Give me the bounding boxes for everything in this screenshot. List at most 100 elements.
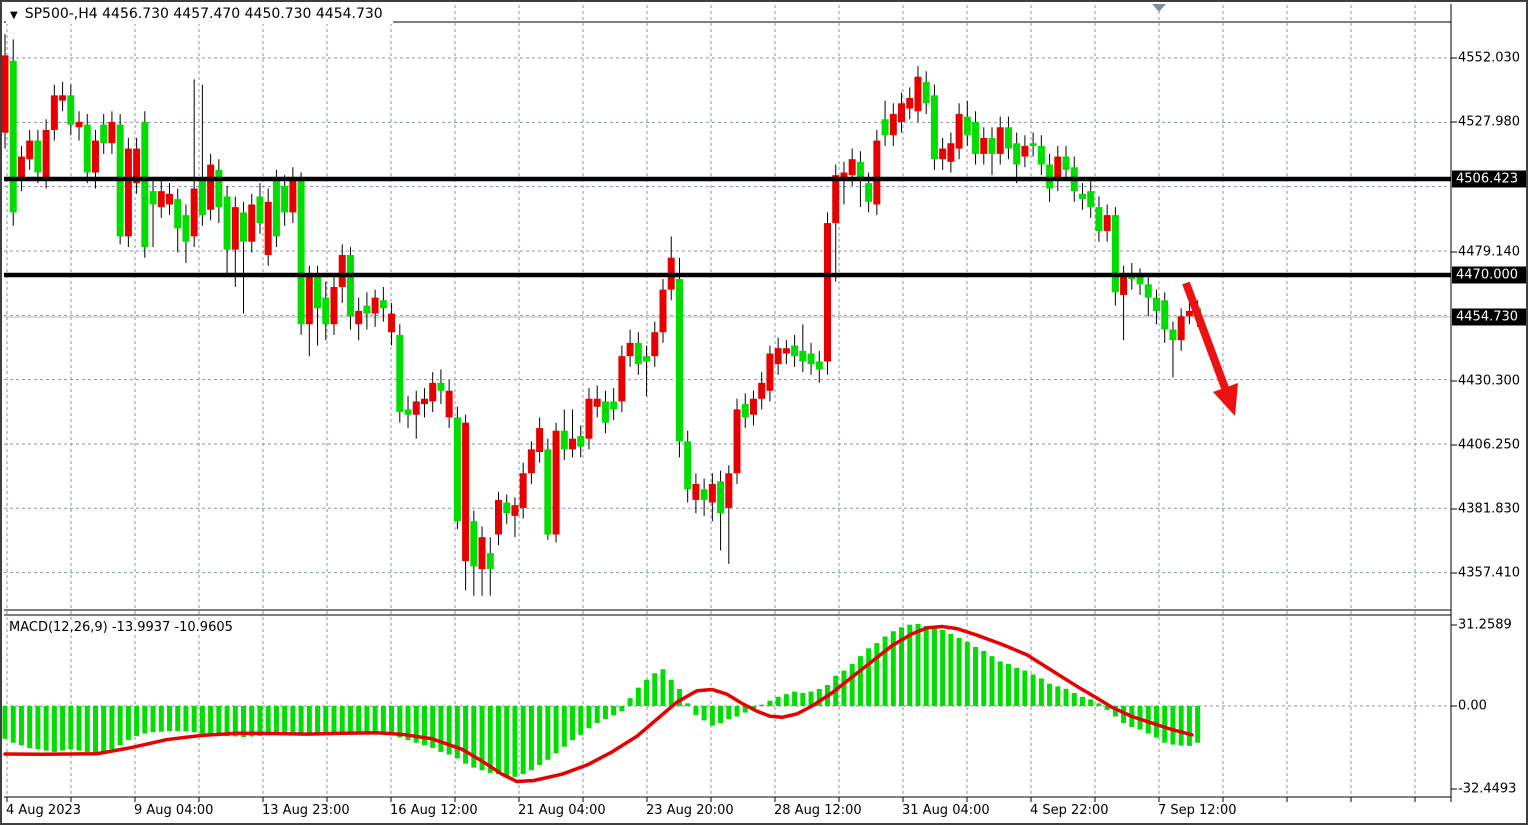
candle <box>643 356 651 362</box>
candle <box>1087 191 1095 208</box>
candle <box>75 121 83 128</box>
candle <box>50 95 58 130</box>
candle <box>437 382 445 391</box>
candle <box>519 473 527 508</box>
candle <box>1177 316 1185 341</box>
candle <box>708 483 716 503</box>
price-level-badge: 4470.000 <box>1452 266 1526 284</box>
candle <box>569 438 577 450</box>
candle <box>1037 145 1045 165</box>
candle <box>174 199 182 229</box>
candle <box>503 502 511 514</box>
candle <box>83 124 91 173</box>
candle <box>898 103 906 122</box>
macd-indicator-label: MACD(12,26,9) -13.9937 -10.9605 <box>9 620 239 635</box>
macd-axis-label: 0.00 <box>1458 698 1487 714</box>
price-axis-label: 4527.980 <box>1458 114 1521 130</box>
candle <box>412 401 420 415</box>
current-bar-marker-icon <box>1152 4 1166 12</box>
candle <box>865 183 873 202</box>
candle <box>947 143 955 162</box>
candle <box>593 398 601 407</box>
candle <box>848 159 856 176</box>
candle <box>1103 215 1111 232</box>
candle <box>108 121 116 144</box>
candle <box>684 441 692 490</box>
candle <box>700 489 708 500</box>
macd-axis-label: -32.4493 <box>1458 781 1517 797</box>
price-axis-label: 4357.410 <box>1458 565 1521 581</box>
candle <box>453 417 461 522</box>
candle <box>34 140 42 173</box>
candle <box>9 60 17 213</box>
candle <box>922 82 930 104</box>
time-axis-label: 4 Sep 22:00 <box>1030 803 1109 818</box>
candle <box>1054 156 1062 181</box>
candle <box>1185 310 1193 317</box>
candle <box>157 191 165 208</box>
candle <box>100 124 108 144</box>
candle <box>725 473 733 508</box>
candle <box>824 223 831 362</box>
candle <box>832 175 840 224</box>
candle <box>1111 215 1119 293</box>
candle <box>766 353 774 391</box>
candle <box>190 188 198 237</box>
price-axis-label: 4479.140 <box>1458 244 1521 260</box>
symbol-dropdown-icon[interactable]: ▼ <box>10 10 18 21</box>
candle <box>363 305 371 314</box>
candle <box>314 276 322 309</box>
candle <box>774 348 782 365</box>
candle <box>1021 145 1029 157</box>
candle <box>1062 156 1070 170</box>
candle <box>1095 207 1103 232</box>
candle <box>338 255 346 287</box>
candle <box>429 382 437 402</box>
candle <box>223 196 231 250</box>
candle <box>42 129 50 181</box>
panel-borders <box>4 4 1457 802</box>
candle <box>141 121 149 248</box>
candle <box>791 345 799 357</box>
candle <box>2 55 9 133</box>
time-axis-label: 16 Aug 12:00 <box>390 803 478 818</box>
candle <box>1013 143 1021 165</box>
candle <box>371 297 379 314</box>
candle <box>1153 297 1160 311</box>
candle <box>149 191 157 205</box>
candle <box>585 398 593 439</box>
candle <box>133 148 141 184</box>
candle <box>939 148 947 160</box>
time-axis-label: 4 Aug 2023 <box>6 803 82 818</box>
candle <box>856 161 864 178</box>
candle <box>445 390 453 418</box>
candle <box>91 140 99 173</box>
candle <box>758 382 766 399</box>
time-axis-label: 23 Aug 20:00 <box>646 803 734 818</box>
candle <box>305 276 313 325</box>
candle <box>198 180 206 216</box>
price-axis-label: 4552.030 <box>1458 50 1521 66</box>
candle <box>634 342 642 365</box>
candle <box>462 422 470 562</box>
candle <box>906 97 914 109</box>
candle <box>988 137 996 154</box>
candle <box>651 332 659 357</box>
time-axis-label: 13 Aug 23:00 <box>262 803 350 818</box>
candle <box>782 348 790 354</box>
candle <box>914 76 922 112</box>
candle <box>1120 276 1128 295</box>
candle <box>396 334 404 413</box>
candle <box>873 140 881 205</box>
candles <box>2 34 1202 596</box>
candle <box>675 278 683 442</box>
candle <box>495 499 502 535</box>
candle <box>478 537 486 570</box>
candle <box>741 404 749 418</box>
candle <box>215 169 223 208</box>
candle <box>355 310 363 325</box>
trend-arrow[interactable] <box>1182 281 1238 416</box>
time-axis-label: 9 Aug 04:00 <box>134 803 214 818</box>
